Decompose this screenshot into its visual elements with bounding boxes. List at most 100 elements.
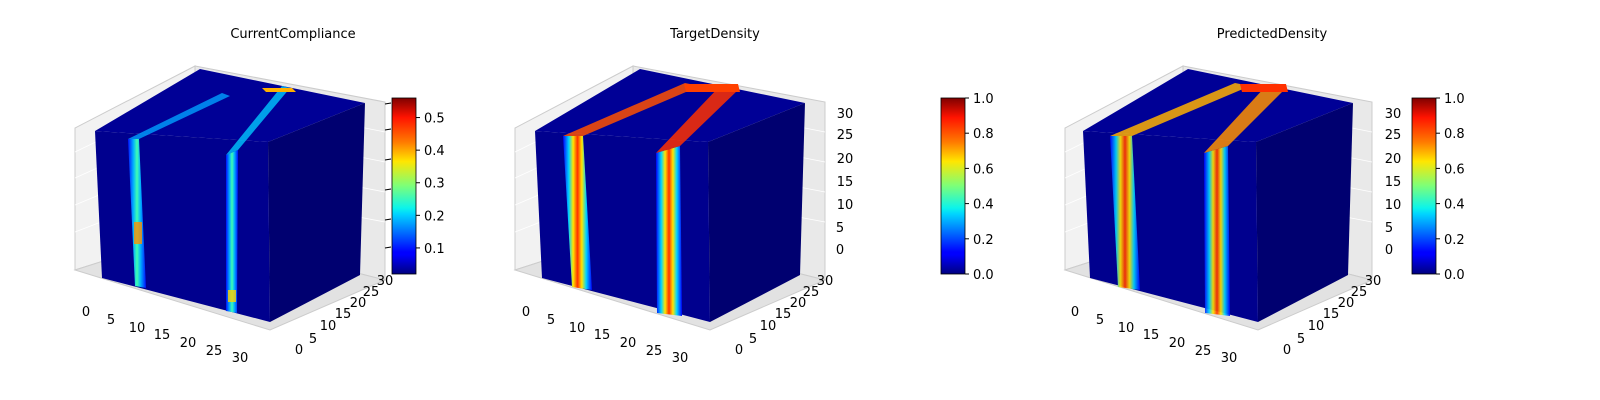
cube-side	[268, 103, 365, 322]
colorbar: 0.1 0.2 0.3 0.4 0.5	[391, 97, 445, 275]
x-tick-label: 25	[206, 344, 223, 359]
density-stripe	[684, 84, 740, 92]
y-tick-label: 10	[320, 319, 337, 334]
x-tick-label: 10	[569, 321, 586, 336]
colorbar-tick-label: 0.8	[1444, 127, 1465, 142]
colorbar-tick-label: 0.8	[973, 127, 994, 142]
x-tick-label: 20	[1169, 336, 1186, 351]
x-tick-label: 30	[672, 351, 689, 366]
colorbar-tick-label: 0.2	[1444, 233, 1465, 248]
y-tick-label: 20	[790, 296, 807, 311]
x-tick-label: 30	[232, 351, 249, 366]
voxel-cube	[95, 69, 365, 322]
colorbar-tick-label: 0.3	[424, 177, 445, 192]
density-stripe	[226, 150, 238, 313]
z-tick-label: 5	[836, 221, 844, 236]
colorbar-gradient	[940, 97, 966, 275]
x-tick-label: 5	[1096, 313, 1104, 328]
z-tick-label: 25	[1385, 128, 1402, 143]
x-tick-label: 15	[594, 328, 611, 343]
colorbar-tick-label: 0.2	[973, 233, 994, 248]
density-stripe	[1204, 146, 1230, 316]
z-tick-label: 30	[837, 107, 854, 122]
x-tick-label: 0	[522, 305, 530, 320]
colorbar-tick-label: 0.5	[424, 112, 445, 127]
x-tick-label: 0	[82, 305, 90, 320]
y-tick-label: 5	[1297, 332, 1305, 347]
density-stripe	[1240, 84, 1288, 92]
y-axis: 0 5 10 15 20 25 30	[735, 274, 833, 358]
colorbar-tick-label: 0.6	[1444, 162, 1465, 177]
y-tick-label: 15	[775, 307, 792, 322]
x-axis: 0 5 10 15 20 25 30	[82, 305, 248, 366]
y-tick-label: 30	[377, 274, 394, 289]
colorbar-tick-label: 1.0	[973, 92, 994, 107]
y-tick-label: 25	[1351, 285, 1368, 300]
colorbar-tick-label: 0.4	[1444, 198, 1465, 213]
colorbar-tick-label: 0.4	[424, 144, 445, 159]
x-tick-label: 0	[1071, 305, 1079, 320]
subplot-predicted-density: PredictedDensity 0 5 10	[1063, 27, 1465, 366]
x-tick-label: 10	[1118, 321, 1135, 336]
hotspot	[228, 290, 236, 302]
z-tick-label: 15	[1385, 175, 1402, 190]
chart-title: PredictedDensity	[1217, 27, 1328, 42]
density-stripe	[563, 83, 700, 136]
x-tick-label: 15	[154, 328, 171, 343]
chart-title: TargetDensity	[669, 27, 760, 42]
x-tick-label: 25	[1195, 344, 1212, 359]
x-axis: 0 5 10 15 20 25 30	[522, 305, 688, 366]
z-tick-label: 0	[1385, 243, 1393, 258]
x-tick-label: 20	[180, 336, 197, 351]
y-axis: 0 5 10 15 20 25 30	[1283, 274, 1381, 358]
z-tick-label: 10	[1385, 198, 1402, 213]
y-tick-label: 30	[1365, 274, 1382, 289]
density-stripe	[226, 86, 290, 155]
y-tick-label: 0	[1283, 343, 1291, 358]
density-stripe	[262, 88, 296, 92]
y-tick-label: 25	[363, 285, 380, 300]
density-stripe	[656, 146, 682, 316]
y-tick-label: 10	[1308, 319, 1325, 334]
y-tick-label: 10	[760, 319, 777, 334]
density-stripe	[1110, 136, 1140, 290]
colorbar-tick-label: 0.1	[424, 242, 445, 257]
cube-side	[1256, 103, 1353, 322]
z-tick-label: 20	[837, 152, 854, 167]
colorbar: 0.0 0.2 0.4 0.6 0.8 1.0	[1411, 92, 1465, 283]
colorbar-gradient	[1411, 97, 1437, 275]
y-tick-label: 25	[803, 285, 820, 300]
z-tick-label: 25	[837, 128, 854, 143]
voxel-cube	[1083, 69, 1353, 322]
colorbar-tick-label: 1.0	[1444, 92, 1465, 107]
density-stripe	[1110, 83, 1250, 136]
y-tick-label: 20	[1338, 296, 1355, 311]
z-axis: 0 5 10 15 20 25 30	[836, 107, 853, 258]
z-tick-label: 20	[1385, 152, 1402, 167]
y-tick-label: 5	[749, 332, 757, 347]
z-tick-label: 30	[1385, 107, 1402, 122]
y-tick-label: 20	[350, 296, 367, 311]
density-stripe	[128, 93, 230, 139]
density-stripe	[128, 139, 146, 288]
cube-front	[95, 131, 270, 322]
y-axis: 0 5 10 15 20 25 30	[295, 274, 393, 358]
colorbar-tick-label: 0.6	[973, 162, 994, 177]
x-tick-label: 20	[620, 336, 637, 351]
subplot-current-compliance: CurrentCompliance 0	[73, 27, 445, 366]
x-tick-label: 30	[1221, 351, 1238, 366]
colorbar-gradient	[391, 97, 417, 275]
y-tick-label: 30	[817, 274, 834, 289]
y-tick-label: 15	[1323, 307, 1340, 322]
z-tick-label: 15	[837, 175, 854, 190]
x-tick-label: 10	[129, 321, 146, 336]
z-tick-label: 10	[837, 198, 854, 213]
colorbar-tick-label: 0.2	[424, 209, 445, 224]
density-stripe	[656, 86, 738, 153]
x-axis: 0 5 10 15 20 25 30	[1071, 305, 1237, 366]
x-tick-label: 25	[646, 344, 663, 359]
x-tick-label: 5	[107, 313, 115, 328]
cube-front	[535, 131, 710, 322]
chart-title: CurrentCompliance	[230, 27, 355, 42]
z-tick-label: 5	[1385, 221, 1393, 236]
